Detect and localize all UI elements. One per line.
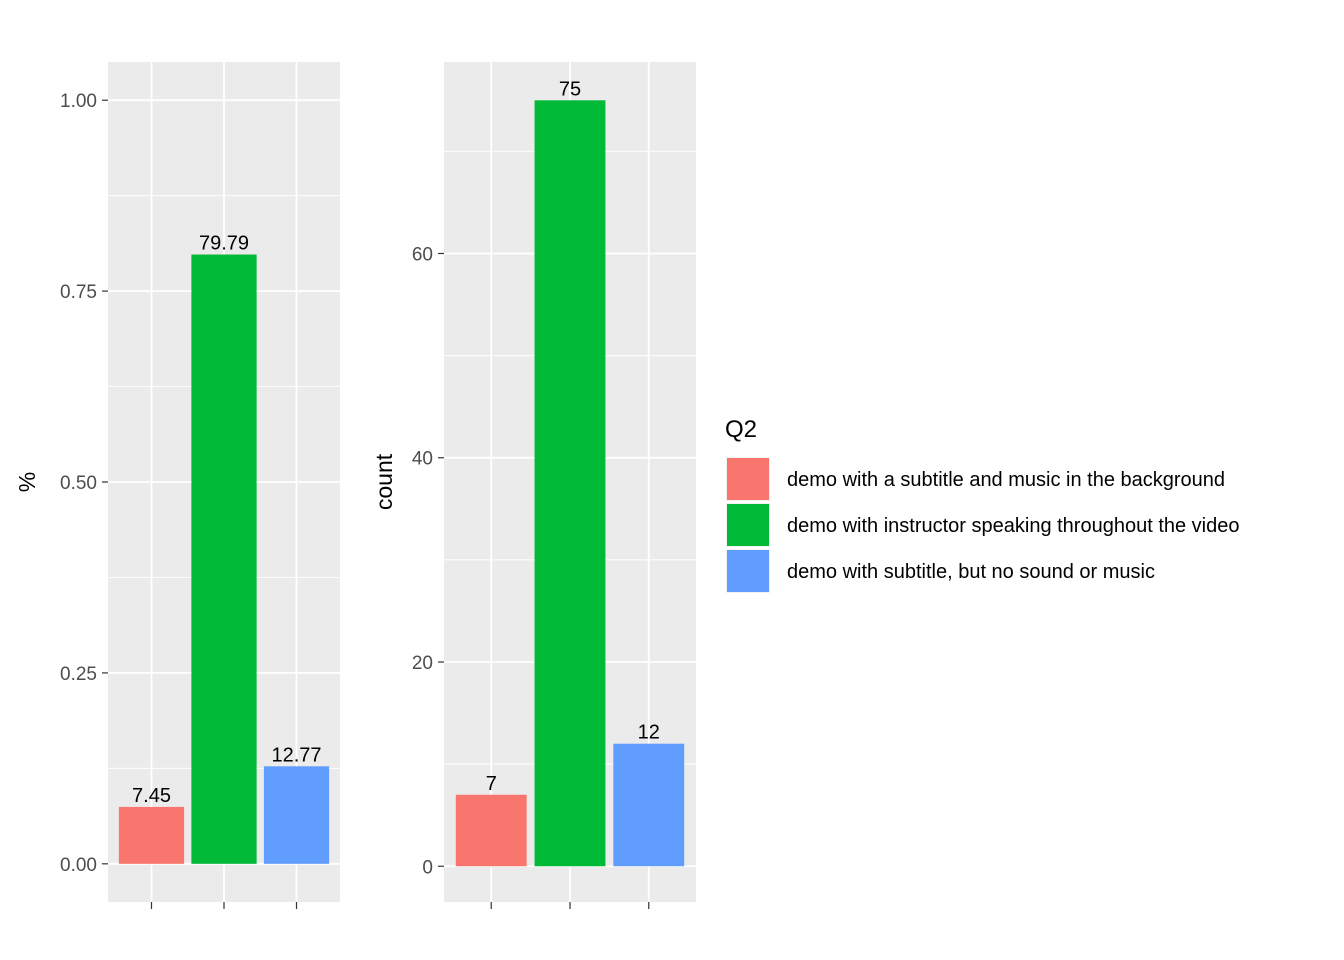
bar-value-label: 79.79: [199, 233, 249, 255]
y-tick-label: 20: [412, 653, 433, 674]
bar-value-label: 12.77: [271, 744, 321, 766]
bar-value-label: 12: [638, 722, 660, 744]
bar-value-label: 75: [559, 78, 581, 100]
legend-key: [727, 458, 769, 500]
legend-item-label: demo with subtitle, but no sound or musi…: [787, 561, 1155, 583]
bar: [118, 806, 185, 864]
bar: [534, 100, 606, 867]
legend-key: [727, 550, 769, 592]
bar: [455, 794, 527, 867]
y-tick-label: 1.00: [60, 91, 97, 112]
legend-title: Q2: [725, 416, 757, 443]
y-axis-title: %: [14, 472, 40, 492]
panel-percent: 7.45 79.79 12.77 0.00 0.25 0.50 0.75 1.00%: [14, 62, 340, 909]
bar-value-label: 7.45: [132, 785, 171, 807]
bar-value-label: 7: [486, 773, 497, 795]
y-tick-label: 0.25: [60, 664, 97, 685]
legend-key: [727, 504, 769, 546]
legend: Q2 demo with a subtitle and music in the…: [725, 416, 1240, 593]
y-tick-label: 0.50: [60, 473, 97, 494]
y-tick-label: 0: [422, 857, 433, 878]
y-tick-label: 40: [412, 449, 433, 470]
bar: [191, 254, 257, 864]
bar: [263, 766, 330, 864]
y-tick-label: 0.00: [60, 855, 97, 876]
y-tick-label: 0.75: [60, 282, 97, 303]
bar: [613, 743, 685, 867]
legend-item-label: demo with a subtitle and music in the ba…: [787, 469, 1225, 491]
y-axis-title: count: [371, 453, 397, 510]
panel-count: 7 75 12 0 20 40 60 count: [371, 62, 696, 909]
y-tick-label: 60: [412, 244, 433, 265]
legend-item-label: demo with instructor speaking throughout…: [787, 515, 1240, 537]
